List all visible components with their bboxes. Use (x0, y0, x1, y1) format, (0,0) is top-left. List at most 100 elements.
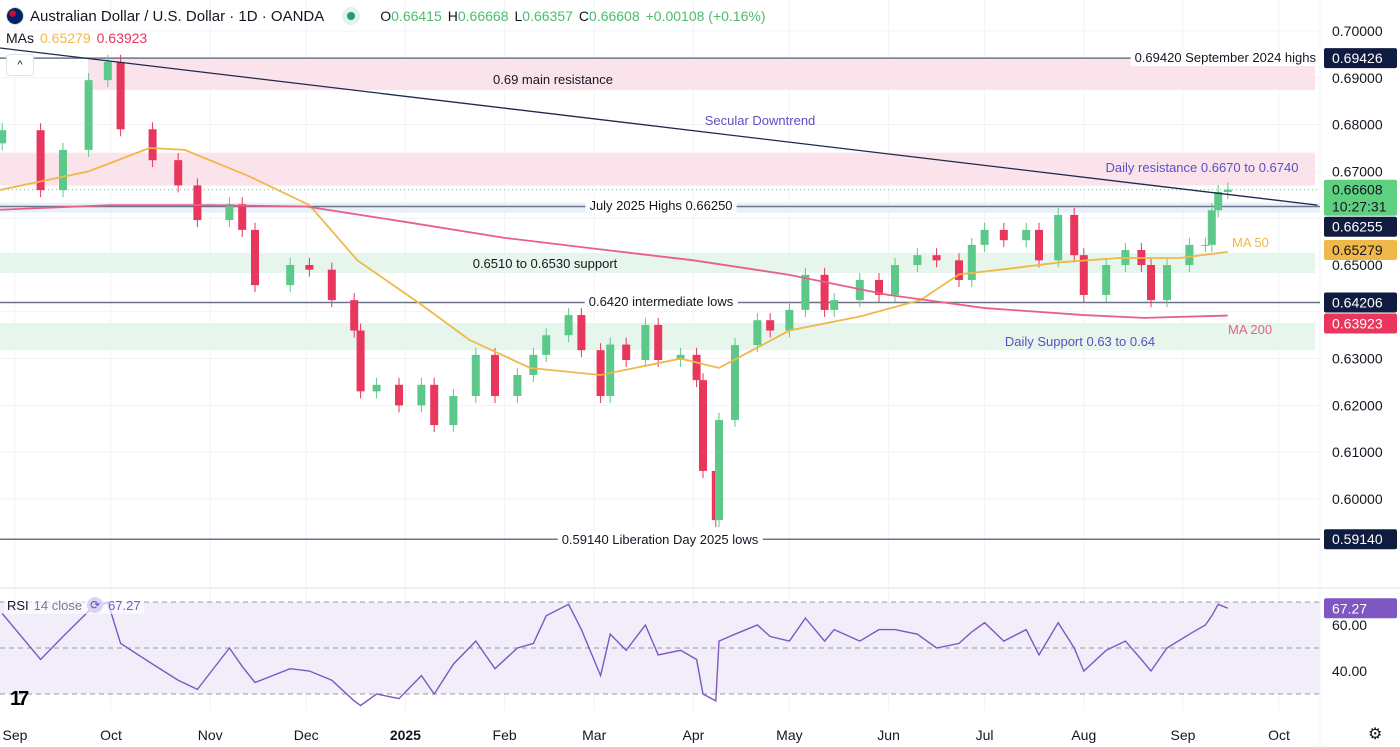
rsi-value: 67.27 (108, 597, 141, 613)
candle-body (1054, 214, 1063, 261)
time-tick-label: Dec (294, 727, 319, 743)
price-tick-label: 0.67000 (1332, 163, 1383, 179)
time-tick-label: Jun (877, 727, 900, 743)
rsi-label: RSI (7, 597, 29, 613)
price-axis[interactable]: 0.70000 0.69000 0.68000 0.67000 0.65000 0.630… (1324, 23, 1397, 679)
candle-body (251, 229, 259, 286)
level-price-badge-bg (1324, 292, 1397, 313)
time-tick-label: Feb (493, 727, 517, 743)
candle-body (1163, 265, 1171, 301)
ma50-line (0, 147, 1228, 376)
candle-body (999, 229, 1008, 241)
annotation-labels: 0.69 main resistance Secular Downtrend Dai… (473, 49, 1321, 548)
candle-body (542, 335, 551, 355)
candles (0, 54, 1232, 528)
candle-body (830, 300, 839, 310)
candle-body (59, 149, 67, 191)
sync-icon[interactable]: ⟳ (87, 597, 104, 613)
market-open-dot-icon (342, 7, 361, 25)
time-tick-label: Aug (1071, 727, 1096, 743)
candle-body (430, 384, 439, 426)
last-price-badge: 0.66608 (1332, 182, 1383, 198)
candle-body (238, 204, 247, 230)
price-tick-label: 0.70000 (1332, 23, 1383, 39)
candle-body (1185, 244, 1194, 265)
candle-body (305, 265, 314, 270)
candle-body (980, 229, 989, 245)
candle-body (801, 274, 810, 310)
candle-body (0, 130, 7, 144)
rsi-tick-label: 60.00 (1332, 617, 1367, 633)
candle-body (103, 61, 112, 81)
trendline[interactable] (0, 47, 1318, 206)
price-tick-label: 0.61000 (1332, 444, 1383, 460)
time-tick-label: May (776, 727, 802, 743)
daily-support-label: Daily Support 0.63 to 0.64 (1005, 334, 1155, 349)
aud-flag-icon (6, 7, 24, 25)
rsi-legend[interactable]: RSI 14 close ⟳ 67.27 (4, 596, 144, 614)
ma-legend[interactable]: MAs 0.65279 0.63923 (6, 30, 147, 46)
candle-body (875, 279, 883, 295)
candle-body (84, 80, 93, 150)
symbol-title[interactable]: Australian Dollar / U.S. Dollar · 1D · O… (30, 7, 325, 25)
candle-body (932, 255, 941, 261)
candle-body (193, 185, 202, 221)
candle-body (529, 354, 538, 375)
rsi-params: 14 close (33, 597, 83, 613)
price-tick-label: 0.60000 (1332, 491, 1383, 507)
secular-downtrend-line[interactable] (0, 47, 1318, 206)
liberation-day-lows-label: 0.59140 Liberation Day 2025 lows (562, 532, 759, 547)
candle-body (785, 309, 794, 331)
ma50-price-badge: 0.65279 (1332, 242, 1383, 258)
ma50-price-badge-bg (1324, 239, 1397, 260)
label-background (557, 531, 763, 548)
price-tick-label: 0.69000 (1332, 70, 1383, 86)
ma200-price-badge-bg (1324, 313, 1397, 334)
candle-body (596, 350, 605, 397)
candle-body (491, 354, 499, 397)
candle-body (654, 324, 663, 361)
rsi-value-badge: 67.27 (1332, 600, 1367, 616)
candle-body (1102, 265, 1111, 295)
candle-body (699, 380, 707, 471)
candle-body (1201, 244, 1210, 246)
candle-body (622, 344, 631, 361)
candle-body (1022, 229, 1031, 241)
candle-body (372, 384, 381, 392)
candle-body (967, 244, 976, 280)
tradingview-logo[interactable]: 17 (10, 688, 29, 710)
time-tick-label: Sep (1171, 727, 1196, 743)
candle-body (913, 255, 922, 265)
main-resistance-label: 0.69 main resistance (493, 72, 613, 87)
time-tick-label: Mar (582, 727, 606, 743)
candle-body (692, 354, 701, 381)
level-price-badge-bg (1324, 529, 1397, 550)
price-tick-label: 0.62000 (1332, 397, 1383, 413)
candle-body (715, 419, 723, 521)
low-label: L (514, 8, 523, 24)
candle-body (955, 260, 963, 280)
candle-body (1223, 189, 1232, 192)
candle-body (116, 61, 125, 130)
ma50-legend-value: 0.65279 (40, 30, 91, 46)
candle-body (395, 384, 403, 406)
candle-body (1035, 229, 1043, 261)
last-price-badge-bg (1324, 179, 1397, 216)
price-tick-label: 0.65000 (1332, 257, 1383, 273)
gear-icon[interactable]: ⚙ (1368, 726, 1383, 743)
time-axis[interactable]: Sep Oct Nov Dec 2025 Feb Mar Apr May Jun Jul Aug Sep… (3, 727, 1290, 743)
candle-body (564, 315, 573, 336)
support-zone-label: 0.6510 to 0.6530 support (473, 256, 618, 271)
level-price-badge: 0.66255 (1332, 219, 1383, 235)
july-highs-label: July 2025 Highs 0.66250 (589, 198, 732, 213)
zone-resistance (0, 152, 1315, 186)
collapse-legend-button[interactable]: ^ (6, 54, 34, 76)
bar-countdown: 10:27:31 (1332, 199, 1387, 215)
candle-body (731, 345, 739, 420)
mas-label: MAs (6, 30, 34, 46)
candle-body (174, 160, 183, 186)
rsi-line (1, 601, 1229, 707)
rsi-pane (0, 601, 1320, 707)
candle-body (1214, 191, 1223, 211)
